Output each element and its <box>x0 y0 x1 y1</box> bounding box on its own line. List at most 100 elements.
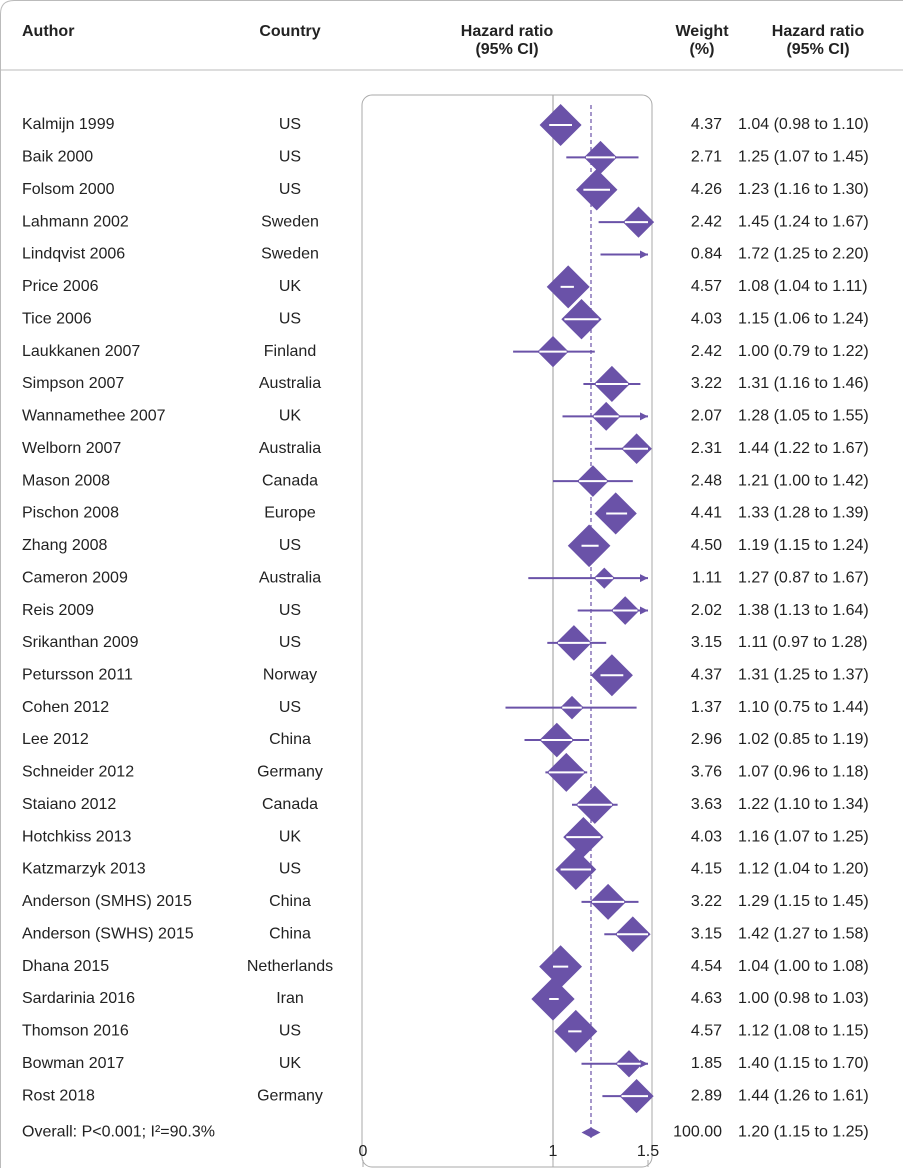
weight: 3.15 <box>691 634 722 651</box>
ci-label: 1.08 (1.04 to 1.11) <box>738 278 868 295</box>
weight: 2.71 <box>691 149 722 166</box>
x-tick-label: 1 <box>549 1143 558 1160</box>
country: US <box>279 181 301 198</box>
weight: 4.63 <box>691 990 722 1007</box>
ci-label: 1.27 (0.87 to 1.67) <box>738 569 869 586</box>
weight: 3.76 <box>691 764 722 781</box>
weight: 2.89 <box>691 1087 722 1104</box>
country: Australia <box>259 569 321 586</box>
country: UK <box>279 828 302 845</box>
author: Cameron 2009 <box>22 569 128 586</box>
ci-label: 1.21 (1.00 to 1.42) <box>738 472 869 489</box>
ci-label: 1.02 (0.85 to 1.19) <box>738 731 869 748</box>
author: Rost 2018 <box>22 1087 95 1104</box>
author: Laukkanen 2007 <box>22 343 140 360</box>
weight: 1.11 <box>692 569 722 586</box>
header-weight: (%) <box>690 41 715 58</box>
country: Germany <box>257 1087 323 1104</box>
weight: 2.07 <box>691 408 722 425</box>
weight: 3.22 <box>691 375 722 392</box>
weight: 2.02 <box>691 602 722 619</box>
author: Anderson (SWHS) 2015 <box>22 925 194 942</box>
ci-label: 1.28 (1.05 to 1.55) <box>738 408 869 425</box>
country: US <box>279 602 301 619</box>
author: Katzmarzyk 2013 <box>22 861 146 878</box>
author: Folsom 2000 <box>22 181 115 198</box>
ci-label: 1.40 (1.15 to 1.70) <box>738 1055 869 1072</box>
country: US <box>279 699 301 716</box>
weight: 3.22 <box>691 893 722 910</box>
author: Thomson 2016 <box>22 1023 129 1040</box>
ci-label: 1.16 (1.07 to 1.25) <box>738 828 869 845</box>
country: US <box>279 116 301 133</box>
author: Baik 2000 <box>22 149 93 166</box>
country: Canada <box>262 472 318 489</box>
weight: 2.96 <box>691 731 722 748</box>
weight: 3.15 <box>691 925 722 942</box>
author: Kalmijn 1999 <box>22 116 115 133</box>
country: UK <box>279 1055 302 1072</box>
author: Pischon 2008 <box>22 505 119 522</box>
ci-label: 1.72 (1.25 to 2.20) <box>738 246 869 263</box>
ci-arrow <box>640 412 648 421</box>
weight: 4.26 <box>691 181 722 198</box>
author: Simpson 2007 <box>22 375 124 392</box>
author: Reis 2009 <box>22 602 94 619</box>
author: Lee 2012 <box>22 731 89 748</box>
header-weight: Weight <box>675 23 729 40</box>
ci-label: 1.33 (1.28 to 1.39) <box>738 505 869 522</box>
header-author: Author <box>22 23 74 40</box>
ci-label: 1.31 (1.25 to 1.37) <box>738 667 869 684</box>
country: UK <box>279 408 302 425</box>
author: Price 2006 <box>22 278 99 295</box>
author: Cohen 2012 <box>22 699 109 716</box>
header-ci: (95% CI) <box>786 41 849 58</box>
author: Welborn 2007 <box>22 440 121 457</box>
overall-label: Overall: P<0.001; I²=90.3% <box>22 1124 215 1141</box>
x-tick-label: 1.5 <box>637 1143 659 1160</box>
ci-arrow <box>640 574 648 583</box>
author: Zhang 2008 <box>22 537 108 554</box>
weight: 4.37 <box>691 667 722 684</box>
country: Sweden <box>261 213 319 230</box>
country: China <box>269 925 311 942</box>
weight: 4.57 <box>691 1023 722 1040</box>
weight: 2.42 <box>691 343 722 360</box>
weight: 4.54 <box>691 958 722 975</box>
plot-area <box>505 95 655 1160</box>
weight: 4.37 <box>691 116 722 133</box>
header-plot: (95% CI) <box>475 41 538 58</box>
author: Bowman 2017 <box>22 1055 124 1072</box>
country: US <box>279 861 301 878</box>
ci-label: 1.20 (1.15 to 1.25) <box>738 1124 869 1141</box>
ci-label: 1.25 (1.07 to 1.45) <box>738 149 869 166</box>
author: Dhana 2015 <box>22 958 109 975</box>
ci-label: 1.00 (0.98 to 1.03) <box>738 990 869 1007</box>
ci-label: 1.15 (1.06 to 1.24) <box>738 310 869 327</box>
ci-label: 1.19 (1.15 to 1.24) <box>738 537 869 554</box>
country: Norway <box>263 667 317 684</box>
country: Iran <box>276 990 304 1007</box>
ci-label: 1.04 (0.98 to 1.10) <box>738 116 869 133</box>
ci-arrow <box>640 1059 648 1068</box>
weight: 4.03 <box>691 828 722 845</box>
weight: 3.63 <box>691 796 722 813</box>
author: Tice 2006 <box>22 310 92 327</box>
country: US <box>279 149 301 166</box>
ci-label: 1.22 (1.10 to 1.34) <box>738 796 869 813</box>
country: US <box>279 1023 301 1040</box>
weight: 4.03 <box>691 310 722 327</box>
weight: 4.15 <box>691 861 722 878</box>
author: Sardarinia 2016 <box>22 990 135 1007</box>
ci-label: 1.29 (1.15 to 1.45) <box>738 893 869 910</box>
ci-label: 1.45 (1.24 to 1.67) <box>738 213 869 230</box>
overall-diamond <box>581 1127 601 1138</box>
author: Petursson 2011 <box>22 667 133 684</box>
country: Finland <box>264 343 316 360</box>
country: Australia <box>259 375 321 392</box>
country: Germany <box>257 764 323 781</box>
weight: 4.41 <box>691 505 722 522</box>
ci-label: 1.42 (1.27 to 1.58) <box>738 925 869 942</box>
ci-label: 1.31 (1.16 to 1.46) <box>738 375 869 392</box>
